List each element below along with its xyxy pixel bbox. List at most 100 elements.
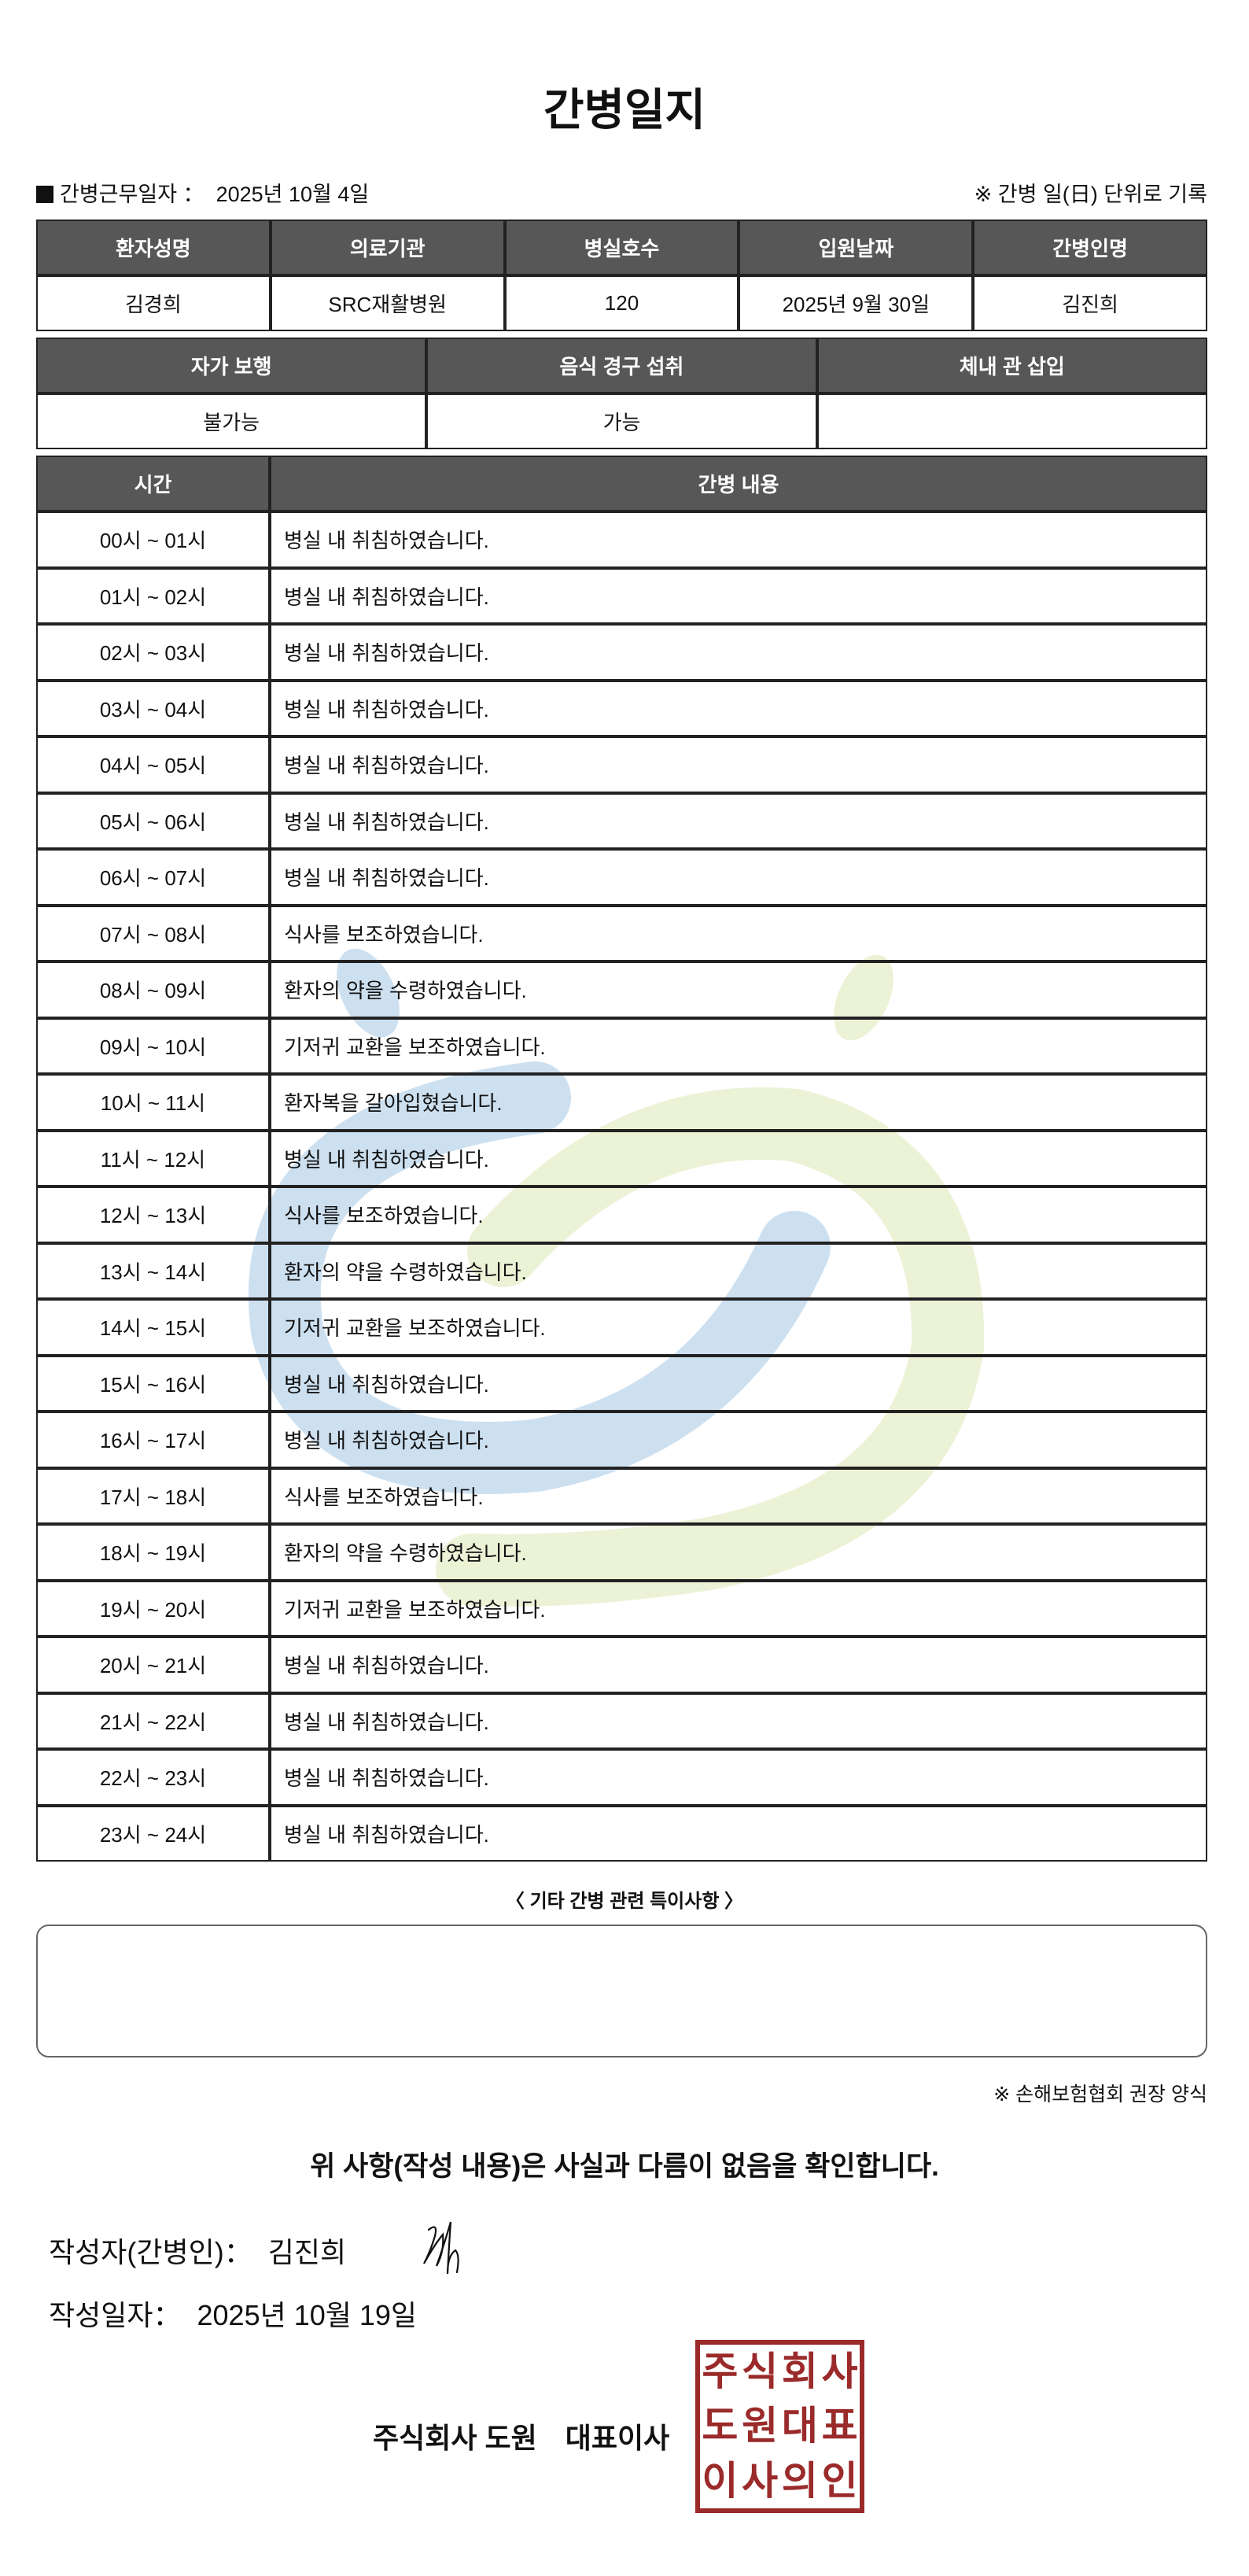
table-row: 07시 ~ 08시 식사를 보조하였습니다. xyxy=(36,905,1207,961)
care-content-cell: 병실 내 취침하였습니다. xyxy=(270,567,1207,624)
seal-char: 도 xyxy=(702,2404,739,2449)
time-cell: 02시 ~ 03시 xyxy=(36,624,270,681)
writer-name: 김진희 xyxy=(267,2236,347,2268)
seal-char: 이 xyxy=(702,2458,739,2503)
work-date: 간병근무일자 ： 2025년 10월 4일 xyxy=(36,177,369,208)
time-cell: 01시 ~ 02시 xyxy=(36,567,270,624)
header-tube: 체내 관 삽입 xyxy=(816,338,1207,393)
oral-intake-value: 가능 xyxy=(426,393,817,449)
time-cell: 16시 ~ 17시 xyxy=(36,1412,270,1468)
care-content-cell: 병실 내 취침하였습니다. xyxy=(270,849,1207,906)
table-row: 21시 ~ 22시 병실 내 취침하였습니다. xyxy=(36,1692,1207,1749)
time-cell: 12시 ~ 13시 xyxy=(36,1187,270,1243)
header-walking: 자가 보행 xyxy=(36,338,427,393)
table-row: 17시 ~ 18시 식사를 보조하였습니다. xyxy=(36,1467,1207,1524)
seal-char: 회 xyxy=(781,2349,818,2393)
time-cell: 08시 ~ 09시 xyxy=(36,961,270,1018)
time-cell: 17시 ~ 18시 xyxy=(36,1467,270,1524)
care-content-cell: 기저귀 교환을 보조하였습니다. xyxy=(270,1299,1207,1356)
seal-char: 사 xyxy=(742,2458,779,2503)
table-row: 09시 ~ 10시 기저귀 교환을 보조하였습니다. xyxy=(36,1017,1207,1074)
record-note: ※ 간병 일(日) 단위로 기록 xyxy=(974,183,1207,206)
header-hospital: 의료기관 xyxy=(270,220,505,275)
table-row: 05시 ~ 06시 병실 내 취침하였습니다. xyxy=(36,792,1207,849)
time-cell: 19시 ~ 20시 xyxy=(36,1580,270,1637)
table-row: 08시 ~ 09시 환자의 약을 수령하였습니다. xyxy=(36,961,1207,1018)
written-date-label: 작성일자： xyxy=(49,2299,182,2331)
table-row: 04시 ~ 05시 병실 내 취침하였습니다. xyxy=(36,736,1207,793)
table-row: 14시 ~ 15시 기저귀 교환을 보조하였습니다. xyxy=(36,1299,1207,1356)
care-content-cell: 식사를 보조하였습니다. xyxy=(270,905,1207,961)
table-row: 12시 ~ 13시 식사를 보조하였습니다. xyxy=(36,1187,1207,1243)
header-care-content: 간병 내용 xyxy=(270,456,1207,511)
work-date-value: 2025년 10월 4일 xyxy=(216,183,370,206)
table-row: 11시 ~ 12시 병실 내 취침하였습니다. xyxy=(36,1130,1207,1187)
header-patient-name: 환자성명 xyxy=(36,220,271,275)
table-row: 16시 ~ 17시 병실 내 취침하였습니다. xyxy=(36,1412,1207,1468)
page-title: 간병일지 xyxy=(543,85,706,135)
header-time: 시간 xyxy=(36,456,270,511)
time-cell: 09시 ~ 10시 xyxy=(36,1017,270,1074)
seal-char: 인 xyxy=(821,2458,858,2503)
recommended-form-note: ※ 손해보험협회 권장 양식 xyxy=(993,2083,1207,2105)
care-content-cell: 기저귀 교환을 보조하였습니다. xyxy=(270,1580,1207,1637)
care-content-cell: 병실 내 취침하였습니다. xyxy=(270,1412,1207,1468)
table-row: 06시 ~ 07시 병실 내 취침하였습니다. xyxy=(36,849,1207,906)
care-content-cell: 병실 내 취침하였습니다. xyxy=(270,1749,1207,1806)
time-cell: 11시 ~ 12시 xyxy=(36,1130,270,1187)
table-row: 10시 ~ 11시 환자복을 갈아입혔습니다. xyxy=(36,1074,1207,1131)
care-content-cell: 병실 내 취침하였습니다. xyxy=(270,511,1207,568)
seal-char: 주 xyxy=(702,2349,739,2393)
patient-info-table: 환자성명 의료기관 병실호수 입원날짜 간병인명 김경희 SRC재활병원 120… xyxy=(36,220,1207,331)
care-content-cell: 식사를 보조하였습니다. xyxy=(270,1467,1207,1524)
time-cell: 13시 ~ 14시 xyxy=(36,1242,270,1299)
seal-char: 표 xyxy=(821,2404,858,2449)
table-row: 01시 ~ 02시 병실 내 취침하였습니다. xyxy=(36,567,1207,624)
header-admission-date: 입원날짜 xyxy=(739,220,974,275)
care-content-cell: 식사를 보조하였습니다. xyxy=(270,1187,1207,1243)
table-row: 18시 ~ 19시 환자의 약을 수령하였습니다. xyxy=(36,1524,1207,1581)
patient-name: 김경희 xyxy=(36,275,271,331)
time-cell: 06시 ~ 07시 xyxy=(36,849,270,906)
care-content-cell: 병실 내 취침하였습니다. xyxy=(270,1805,1207,1862)
company-representative: 주식회사 도원 대표이사 xyxy=(373,2422,670,2454)
writer-label: 작성자(간병인)： xyxy=(49,2236,252,2268)
header-oral-intake: 음식 경구 섭취 xyxy=(426,338,817,393)
seal-char: 대 xyxy=(781,2404,818,2449)
seal-char: 사 xyxy=(821,2349,858,2393)
seal-char: 식 xyxy=(742,2349,779,2393)
table-row: 15시 ~ 16시 병실 내 취침하였습니다. xyxy=(36,1355,1207,1412)
confirm-statement: 위 사항(작성 내용)은 사실과 다름이 없음을 확인합니다. xyxy=(310,2151,939,2182)
header-caregiver: 간병인명 xyxy=(973,220,1207,275)
time-cell: 14시 ~ 15시 xyxy=(36,1299,270,1356)
table-row: 22시 ~ 23시 병실 내 취침하였습니다. xyxy=(36,1749,1207,1806)
time-cell: 00시 ~ 01시 xyxy=(36,511,270,568)
time-cell: 18시 ~ 19시 xyxy=(36,1524,270,1581)
written-date-value: 2025년 10월 19일 xyxy=(197,2299,418,2331)
table-row: 20시 ~ 21시 병실 내 취침하였습니다. xyxy=(36,1637,1207,1693)
signature xyxy=(423,2221,459,2275)
care-content-cell: 병실 내 취침하였습니다. xyxy=(270,792,1207,849)
care-content-cell: 환자의 약을 수령하였습니다. xyxy=(270,1242,1207,1299)
time-cell: 04시 ~ 05시 xyxy=(36,736,270,793)
seal-char: 원 xyxy=(742,2404,779,2449)
care-content-cell: 병실 내 취침하였습니다. xyxy=(270,1130,1207,1187)
room-number: 120 xyxy=(504,275,739,331)
header-room: 병실호수 xyxy=(504,220,739,275)
tube-value xyxy=(816,393,1207,449)
table-row: 23시 ~ 24시 병실 내 취침하였습니다. xyxy=(36,1805,1207,1862)
square-bullet-icon xyxy=(36,186,53,203)
care-content-cell: 환자의 약을 수령하였습니다. xyxy=(270,961,1207,1018)
care-content-cell: 병실 내 취침하였습니다. xyxy=(270,1637,1207,1693)
time-cell: 23시 ~ 24시 xyxy=(36,1805,270,1862)
caregiver-name: 김진희 xyxy=(973,275,1207,331)
work-date-label: 간병근무일자 ： xyxy=(60,183,204,206)
care-content-cell: 병실 내 취침하였습니다. xyxy=(270,680,1207,736)
table-row: 02시 ~ 03시 병실 내 취침하였습니다. xyxy=(36,624,1207,681)
patient-status-table: 자가 보행 음식 경구 섭취 체내 관 삽입 불가능 가능 xyxy=(36,338,1207,449)
walking-value: 불가능 xyxy=(36,393,427,449)
table-row: 19시 ~ 20시 기저귀 교환을 보조하였습니다. xyxy=(36,1580,1207,1637)
care-content-cell: 병실 내 취침하였습니다. xyxy=(270,624,1207,681)
care-content-cell: 병실 내 취침하였습니다. xyxy=(270,736,1207,793)
writer: 작성자(간병인)： 김진희 xyxy=(49,2230,346,2271)
